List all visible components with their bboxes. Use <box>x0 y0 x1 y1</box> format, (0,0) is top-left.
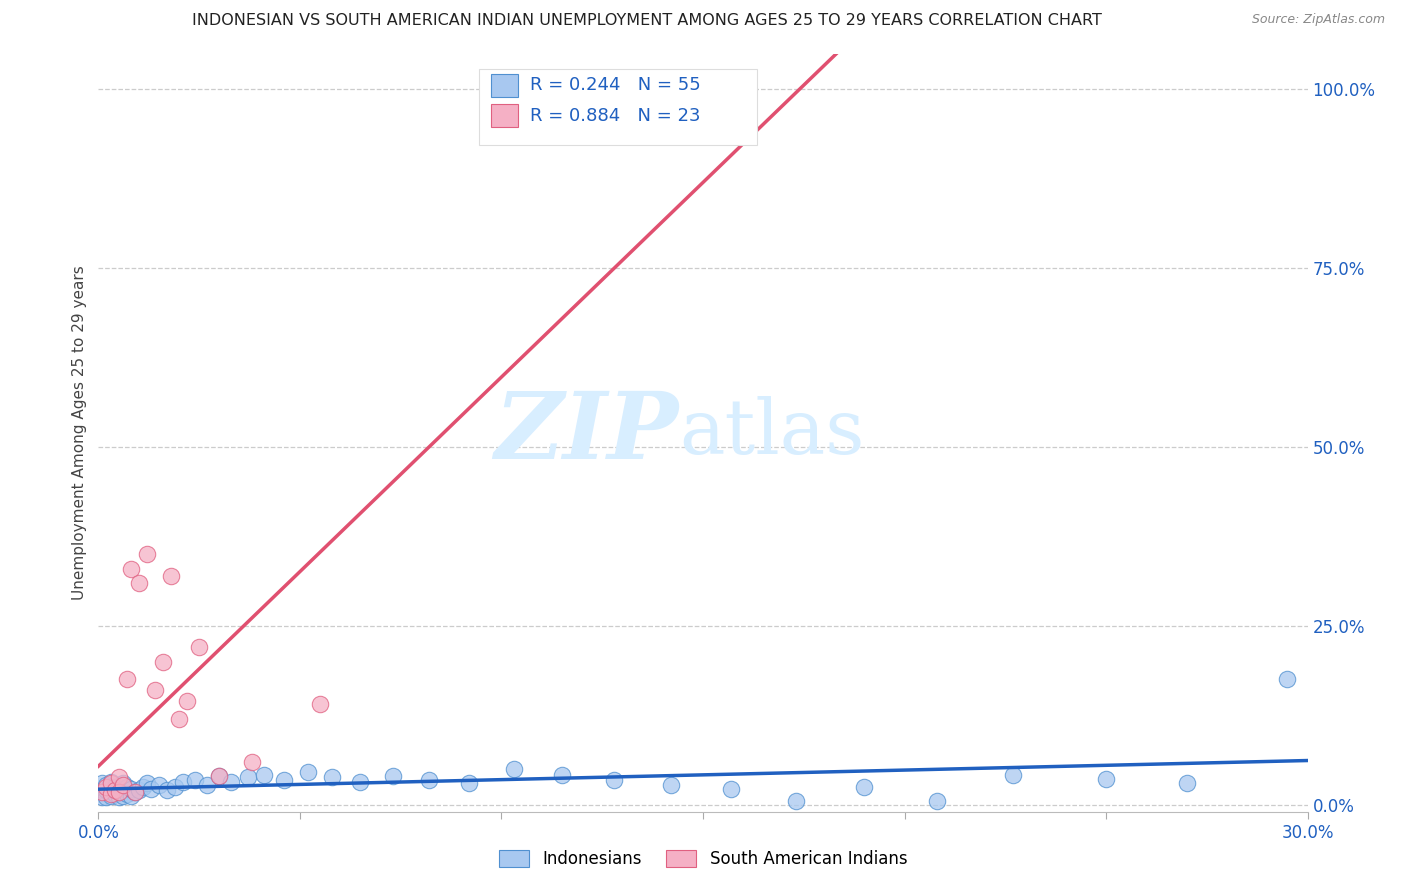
Y-axis label: Unemployment Among Ages 25 to 29 years: Unemployment Among Ages 25 to 29 years <box>72 265 87 600</box>
Point <box>172 774 194 789</box>
Point <box>100 781 122 796</box>
Point <box>143 683 166 698</box>
Point <box>107 779 129 793</box>
Point <box>111 776 134 790</box>
Point <box>103 783 125 797</box>
Point <box>381 769 404 783</box>
Point <box>111 781 134 796</box>
Point <box>100 776 122 790</box>
Text: ZIP: ZIP <box>495 388 679 477</box>
Point <box>720 781 742 796</box>
Point <box>107 785 129 799</box>
Point <box>208 769 231 783</box>
Text: INDONESIAN VS SOUTH AMERICAN INDIAN UNEMPLOYMENT AMONG AGES 25 TO 29 YEARS CORRE: INDONESIAN VS SOUTH AMERICAN INDIAN UNEM… <box>191 13 1102 29</box>
Point <box>321 771 343 785</box>
Point <box>124 785 146 799</box>
Text: R = 0.884   N = 23: R = 0.884 N = 23 <box>530 107 700 125</box>
Point <box>163 780 186 794</box>
Point <box>253 767 276 781</box>
Point <box>502 762 524 776</box>
Point <box>100 787 122 801</box>
Point <box>925 794 948 808</box>
Legend: Indonesians, South American Indians: Indonesians, South American Indians <box>491 842 915 877</box>
Point <box>236 771 259 785</box>
Point <box>184 772 207 787</box>
Point <box>208 769 231 783</box>
Point <box>603 772 626 787</box>
Point <box>91 785 114 799</box>
Point <box>96 778 118 792</box>
Text: atlas: atlas <box>679 396 865 469</box>
Point <box>115 787 138 801</box>
FancyBboxPatch shape <box>479 69 758 145</box>
Point <box>128 575 150 590</box>
Point <box>120 781 142 796</box>
Point <box>115 673 138 687</box>
Point <box>176 694 198 708</box>
Point <box>221 774 243 789</box>
Point <box>1002 767 1025 781</box>
Point <box>853 780 876 794</box>
Point <box>135 776 157 790</box>
Point <box>91 776 114 790</box>
Point <box>297 765 319 780</box>
Point <box>188 640 211 655</box>
Point <box>96 790 118 805</box>
Point <box>167 712 190 726</box>
Point <box>107 785 129 799</box>
Point <box>1095 772 1118 786</box>
FancyBboxPatch shape <box>492 74 517 96</box>
Point <box>711 82 734 96</box>
Point <box>551 767 574 781</box>
Point <box>111 789 134 803</box>
Point <box>152 655 174 669</box>
Point <box>111 778 134 792</box>
Point <box>135 547 157 561</box>
Point <box>120 561 142 575</box>
Point <box>659 778 682 792</box>
Point <box>103 780 125 794</box>
Point <box>100 789 122 803</box>
Text: Source: ZipAtlas.com: Source: ZipAtlas.com <box>1251 13 1385 27</box>
Point <box>273 772 295 787</box>
Point <box>418 772 440 787</box>
Text: R = 0.244   N = 55: R = 0.244 N = 55 <box>530 77 700 95</box>
Point <box>124 785 146 799</box>
Point <box>458 776 481 790</box>
Point <box>195 778 218 792</box>
Point <box>107 790 129 805</box>
Point <box>148 778 170 792</box>
Point <box>1277 673 1299 687</box>
Point <box>240 755 263 769</box>
Point <box>120 789 142 803</box>
Point <box>103 787 125 801</box>
Point <box>1175 776 1198 790</box>
Point <box>107 771 129 785</box>
Point <box>115 780 138 794</box>
Point <box>96 783 118 797</box>
Point <box>100 774 122 789</box>
Point <box>139 781 162 796</box>
Point <box>91 783 114 797</box>
Point <box>91 790 114 805</box>
Point <box>309 698 332 712</box>
Point <box>156 783 179 797</box>
Point <box>132 780 155 794</box>
Point <box>128 783 150 797</box>
FancyBboxPatch shape <box>492 104 517 127</box>
Point <box>96 780 118 794</box>
Point <box>160 568 183 582</box>
Point <box>785 794 807 808</box>
Point <box>349 774 371 789</box>
